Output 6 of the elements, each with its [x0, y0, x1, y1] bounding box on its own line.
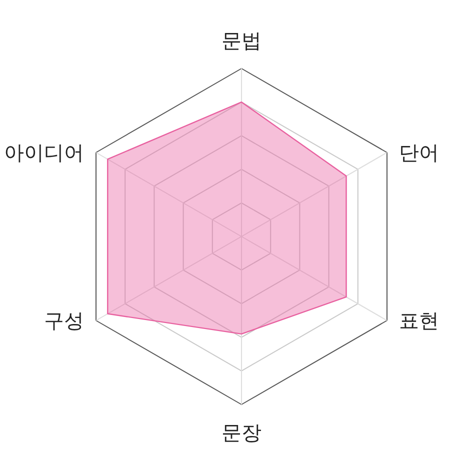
spoke-label: 단어 [398, 140, 439, 164]
spoke-label: 문장 [222, 420, 262, 444]
spoke-label: 문법 [222, 28, 262, 52]
spoke-label: 표현 [398, 308, 439, 332]
spoke-label: 구성 [44, 308, 84, 332]
spoke-label: 아이디어 [4, 140, 84, 164]
